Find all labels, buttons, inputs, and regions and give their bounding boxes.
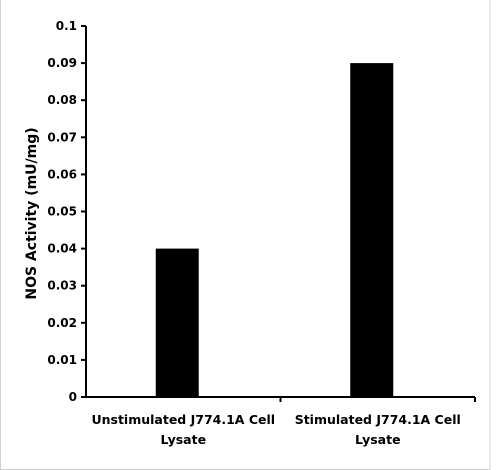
bar <box>155 248 199 397</box>
x-axis-category-labels: Unstimulated J774.1A Cell LysateStimulate… <box>91 412 460 447</box>
y-tick-label: 0.09 <box>47 56 77 70</box>
y-tick-label: 0.02 <box>47 316 77 330</box>
y-tick-label: 0.01 <box>47 353 77 367</box>
y-tick-label: 0.07 <box>47 130 77 144</box>
y-tick-label: 0.08 <box>47 93 77 107</box>
y-tick-label: 0.03 <box>47 279 77 293</box>
x-category-label-line: Lysate <box>160 432 206 447</box>
x-category-label: Unstimulated J774.1A Cell Lysate <box>91 412 275 447</box>
bar <box>350 63 394 397</box>
y-axis-ticks: 0 0.01 0.02 0.03 0.04 0.05 0.06 0.07 0.08 0.09 0.1 <box>47 19 476 404</box>
y-tick-label: 0 <box>69 390 77 404</box>
x-category-label-line: Stimulated J774.1A Cell <box>295 412 461 427</box>
x-category-label-line: Lysate <box>355 432 401 447</box>
y-tick-label: 0.05 <box>47 205 77 219</box>
y-axis-title: NOS Activity (mU/mg) <box>24 127 40 299</box>
y-tick-label: 0.1 <box>56 19 77 33</box>
y-tick-label: 0.04 <box>47 242 77 256</box>
bars <box>155 63 394 397</box>
x-category-label: Stimulated J774.1A Cell Lysate <box>295 412 461 447</box>
x-category-label-line: Unstimulated J774.1A Cell <box>91 412 275 427</box>
y-tick-label: 0.06 <box>47 167 77 181</box>
